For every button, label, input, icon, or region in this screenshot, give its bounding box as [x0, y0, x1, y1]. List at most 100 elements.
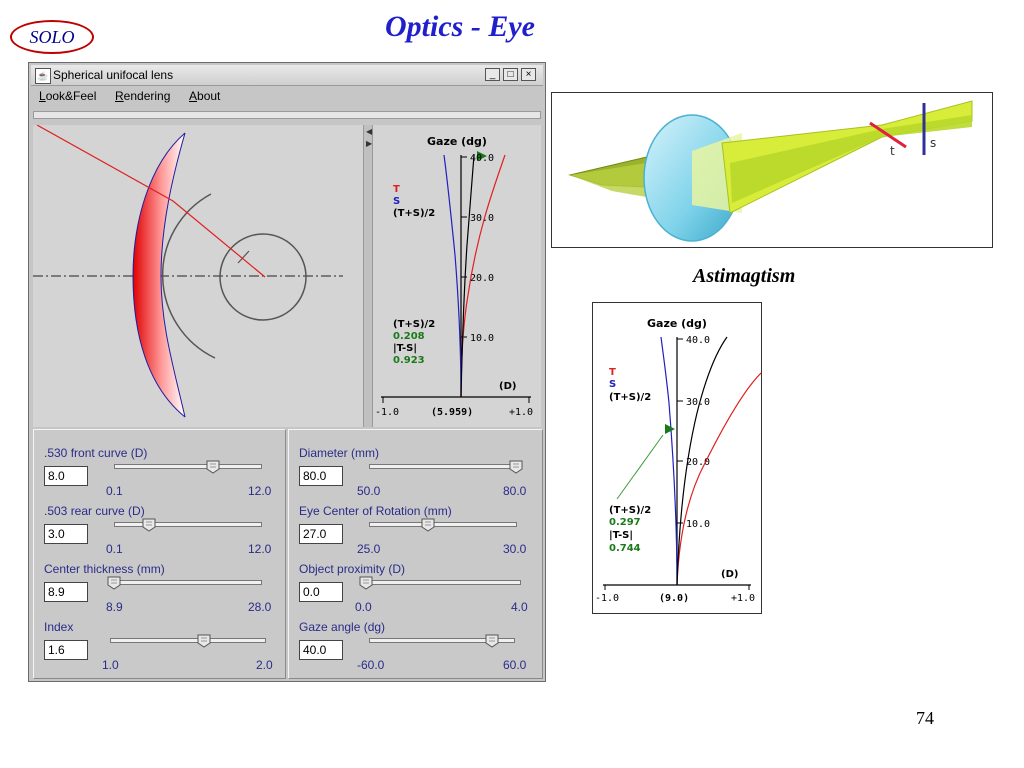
object-proximity-label: Object proximity (D) — [299, 562, 406, 576]
controls-panel: .530 front curve (D) 0.1 12.0 .503 rear … — [33, 429, 543, 679]
x-axis-unit: (D) — [499, 381, 516, 392]
graph2-y-tick: 30.0 — [686, 397, 710, 408]
rear-curve-max: 12.0 — [248, 542, 272, 556]
x-min-label: -1.0 — [375, 407, 399, 418]
object-proximity-input[interactable] — [299, 582, 343, 602]
eye-center-slider[interactable] — [369, 522, 517, 527]
graph2-x-center: (9.0) — [659, 593, 689, 604]
index-slider[interactable] — [110, 638, 266, 643]
gaze-angle-max: 60.0 — [503, 658, 527, 672]
window-title: Spherical unifocal lens — [53, 68, 174, 82]
split-pane-divider[interactable]: ◀ ▶ — [363, 125, 373, 427]
graph2-stat-average-label: (T+S)/2 — [609, 505, 651, 516]
rear-curve-input[interactable] — [44, 524, 88, 544]
menu-rendering[interactable]: Rendering — [115, 89, 170, 103]
diameter-input[interactable] — [299, 466, 343, 486]
stat-diff-label: |T-S| — [393, 343, 417, 354]
front-curve-max: 12.0 — [248, 484, 272, 498]
legend-s: S — [393, 196, 400, 207]
eye-controls-group: Diameter (mm) 50.0 80.0 Eye Center of Ro… — [288, 429, 543, 679]
center-thickness-max: 28.0 — [248, 600, 272, 614]
object-proximity-slider-thumb[interactable] — [359, 576, 373, 590]
eye-center-slider-thumb[interactable] — [421, 518, 435, 532]
graph2-legend-t: T — [609, 367, 616, 378]
gaze-angle-slider[interactable] — [369, 638, 515, 643]
graph2-gaze-marker-icon — [665, 424, 675, 434]
average-curve — [460, 154, 475, 398]
stat-average-value: 0.208 — [393, 331, 425, 342]
lens-controls-group: .530 front curve (D) 0.1 12.0 .503 rear … — [33, 429, 286, 679]
menu-label: endering — [123, 89, 171, 103]
eye-mark — [237, 250, 250, 264]
close-button[interactable]: × — [521, 68, 536, 81]
center-thickness-slider-thumb[interactable] — [107, 576, 121, 590]
t-label: t — [890, 144, 895, 158]
eye-center-input[interactable] — [299, 524, 343, 544]
graph2-legend-average: (T+S)/2 — [609, 392, 651, 403]
rear-curve-slider[interactable] — [114, 522, 262, 527]
lens-front-surface — [132, 132, 186, 418]
rear-curve-label: .503 rear curve (D) — [44, 504, 145, 518]
eye-center-min: 25.0 — [357, 542, 381, 556]
graph2-y-tick: 20.0 — [686, 457, 710, 468]
menu-about[interactable]: About — [189, 89, 220, 103]
legend-t: T — [393, 184, 400, 195]
gaze-graph: Gaze (dg) 40.0 30.0 20.0 10.0 T S (T+S)/… — [375, 135, 533, 418]
front-curve-slider-thumb[interactable] — [206, 460, 220, 474]
diameter-label: Diameter (mm) — [299, 446, 379, 460]
menu-mnemonic: L — [39, 89, 46, 103]
maximize-button[interactable]: □ — [503, 68, 518, 81]
lens-rear-surface — [160, 132, 186, 418]
front-curve-min: 0.1 — [106, 484, 123, 498]
collapse-left-icon[interactable]: ◀ — [366, 127, 373, 136]
menu-look-and-feel[interactable]: Look&Feel — [39, 89, 96, 103]
center-thickness-label: Center thickness (mm) — [44, 562, 165, 576]
object-proximity-slider[interactable] — [363, 580, 521, 585]
y-tick-label: 30.0 — [470, 213, 494, 224]
index-label: Index — [44, 620, 74, 634]
y-tick-label: 20.0 — [470, 273, 494, 284]
x-center-label: (5.959) — [431, 407, 473, 418]
gaze-angle-min: -60.0 — [357, 658, 385, 672]
graph2-sagittal-curve — [660, 336, 678, 586]
graph2-x-min: -1.0 — [595, 593, 619, 604]
graph2-x-max: +1.0 — [731, 593, 755, 604]
minimize-button[interactable]: _ — [485, 68, 500, 81]
index-input[interactable] — [44, 640, 88, 660]
gaze-angle-slider-thumb[interactable] — [485, 634, 499, 648]
collapse-right-icon[interactable]: ▶ — [366, 139, 373, 148]
x-max-label: +1.0 — [509, 407, 533, 418]
menu-mnemonic: A — [189, 89, 198, 103]
diameter-slider[interactable] — [369, 464, 521, 469]
rear-curve-slider-thumb[interactable] — [142, 518, 156, 532]
astigmatism-illustration: t s — [551, 92, 993, 248]
app-window: ☕ Spherical unifocal lens _ □ × Look&Fee… — [28, 62, 546, 682]
eye-center-label: Eye Center of Rotation (mm) — [299, 504, 452, 518]
center-thickness-input[interactable] — [44, 582, 88, 602]
graph2-y-tick: 10.0 — [686, 519, 710, 530]
menu-mnemonic: R — [115, 89, 124, 103]
gaze-angle-input[interactable] — [299, 640, 343, 660]
front-curve-input[interactable] — [44, 466, 88, 486]
diameter-max: 80.0 — [503, 484, 527, 498]
gaze-graph-panel: Gaze (dg) 40.0 30.0 20.0 10.0 T S (T+S)/… — [373, 125, 541, 427]
solo-logo: SOLO — [10, 20, 94, 54]
lens-diagram-panel — [33, 124, 364, 427]
graph2-y-tick: 40.0 — [686, 335, 710, 346]
diameter-slider-thumb[interactable] — [509, 460, 523, 474]
window-titlebar[interactable]: ☕ Spherical unifocal lens _ □ × — [31, 65, 543, 86]
graph-title: Gaze (dg) — [427, 135, 487, 148]
front-curve-label: .530 front curve (D) — [44, 446, 148, 460]
stat-average-label: (T+S)/2 — [393, 319, 435, 330]
menu-label: bout — [197, 89, 221, 103]
app-icon: ☕ — [35, 68, 51, 84]
graph2-pointer-line — [616, 434, 664, 500]
center-thickness-slider[interactable] — [114, 580, 262, 585]
front-curve-slider[interactable] — [114, 464, 262, 469]
index-slider-thumb[interactable] — [197, 634, 211, 648]
graph2-title: Gaze (dg) — [647, 317, 707, 330]
astigmatism-diagram: t s — [568, 100, 973, 242]
gaze-graph-2: Gaze (dg) 40.0 30.0 20.0 10.0 T S (T+S)/… — [592, 302, 762, 614]
graph2-x-axis-unit: (D) — [721, 569, 738, 580]
graph2-stat-average-value: 0.297 — [609, 517, 641, 528]
